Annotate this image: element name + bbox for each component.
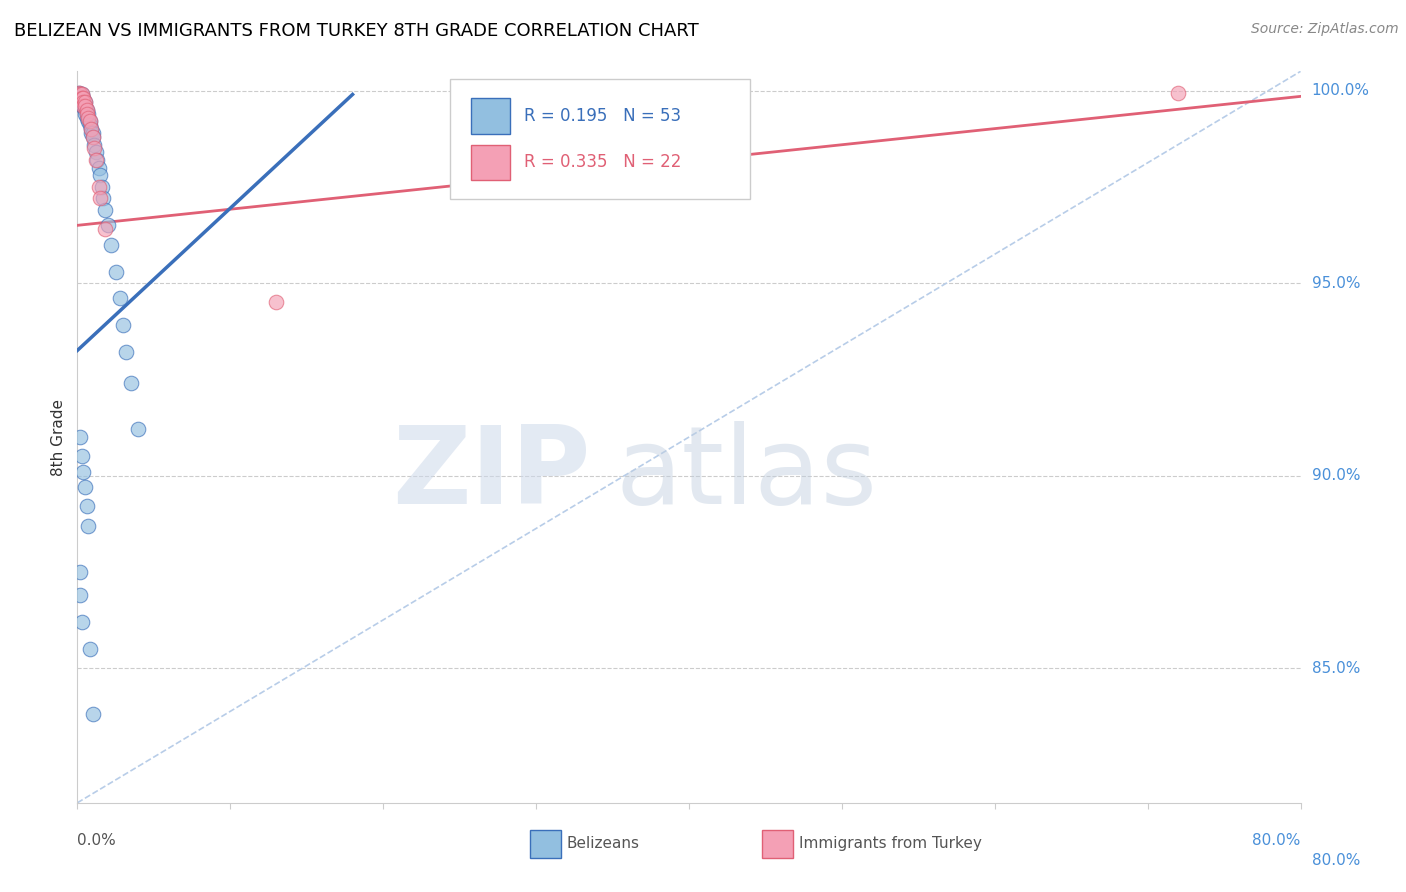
Point xyxy=(89,169,111,183)
Point xyxy=(104,264,127,278)
Point xyxy=(264,295,287,310)
Text: 95.0%: 95.0% xyxy=(1312,276,1360,291)
Text: atlas: atlas xyxy=(616,421,877,526)
Point xyxy=(72,91,94,105)
Point xyxy=(76,111,98,125)
Point xyxy=(80,126,103,140)
Point xyxy=(69,87,91,102)
Point xyxy=(67,86,90,100)
Text: 100.0%: 100.0% xyxy=(1312,83,1369,98)
Point xyxy=(120,376,142,391)
Point xyxy=(87,161,110,175)
Point xyxy=(94,202,117,217)
Point xyxy=(82,126,104,140)
Point xyxy=(73,103,96,117)
Point xyxy=(112,318,135,333)
Point xyxy=(70,91,93,105)
Point xyxy=(73,99,96,113)
Point xyxy=(70,95,93,110)
Point xyxy=(72,91,94,105)
Point xyxy=(76,103,98,117)
Point xyxy=(73,95,96,110)
Point xyxy=(80,122,103,136)
Point xyxy=(115,345,138,359)
Bar xyxy=(471,98,510,134)
Text: 80.0%: 80.0% xyxy=(1253,833,1301,848)
Text: 0.0%: 0.0% xyxy=(77,833,117,848)
Point xyxy=(94,222,117,236)
Bar xyxy=(471,145,510,179)
Point xyxy=(90,179,112,194)
Bar xyxy=(530,830,561,858)
Text: 80.0%: 80.0% xyxy=(1312,853,1360,868)
Point xyxy=(89,191,111,205)
Point xyxy=(77,114,100,128)
Point xyxy=(73,99,96,113)
Point xyxy=(83,137,105,152)
Text: 85.0%: 85.0% xyxy=(1312,661,1360,675)
Point xyxy=(73,95,96,110)
Point xyxy=(79,641,101,656)
Text: Source: ZipAtlas.com: Source: ZipAtlas.com xyxy=(1251,22,1399,37)
Point xyxy=(69,565,91,579)
Point xyxy=(72,99,94,113)
Point xyxy=(82,129,104,144)
Point xyxy=(83,141,105,155)
FancyBboxPatch shape xyxy=(450,78,751,200)
Point xyxy=(79,114,101,128)
Point xyxy=(72,465,94,479)
Point xyxy=(108,292,131,306)
Point xyxy=(70,615,93,629)
Point xyxy=(72,95,94,110)
Text: BELIZEAN VS IMMIGRANTS FROM TURKEY 8TH GRADE CORRELATION CHART: BELIZEAN VS IMMIGRANTS FROM TURKEY 8TH G… xyxy=(14,22,699,40)
Point xyxy=(72,99,94,113)
Y-axis label: 8th Grade: 8th Grade xyxy=(51,399,66,475)
Point xyxy=(69,430,91,444)
Text: 90.0%: 90.0% xyxy=(1312,468,1360,483)
Point xyxy=(84,145,107,160)
Point xyxy=(69,588,91,602)
Point xyxy=(70,450,93,464)
Point xyxy=(77,111,100,125)
Point xyxy=(1167,86,1189,100)
Point xyxy=(87,179,110,194)
Point xyxy=(70,87,93,102)
Point xyxy=(70,87,93,102)
Point xyxy=(76,500,98,514)
Point xyxy=(69,87,91,102)
Point xyxy=(67,86,90,100)
Point xyxy=(72,95,94,110)
Point xyxy=(100,237,122,252)
Text: R = 0.335   N = 22: R = 0.335 N = 22 xyxy=(524,153,681,171)
Point xyxy=(79,114,101,128)
Point xyxy=(73,106,96,120)
Point xyxy=(82,129,104,144)
Point xyxy=(76,103,98,117)
Point xyxy=(70,91,93,105)
Point xyxy=(82,707,104,722)
Point xyxy=(80,122,103,136)
Bar xyxy=(762,830,793,858)
Text: Belizeans: Belizeans xyxy=(567,837,640,851)
Point xyxy=(77,518,100,533)
Point xyxy=(67,87,90,102)
Point xyxy=(69,91,91,105)
Point xyxy=(97,219,120,233)
Text: ZIP: ZIP xyxy=(392,421,591,526)
Text: Immigrants from Turkey: Immigrants from Turkey xyxy=(799,837,981,851)
Text: R = 0.195   N = 53: R = 0.195 N = 53 xyxy=(524,107,681,125)
Point xyxy=(91,191,114,205)
Point xyxy=(77,106,100,120)
Point xyxy=(127,422,149,436)
Point xyxy=(79,118,101,132)
Point xyxy=(69,93,91,107)
Point xyxy=(76,106,98,120)
Point xyxy=(70,99,93,113)
Point xyxy=(73,480,96,494)
Point xyxy=(86,153,108,167)
Point xyxy=(84,153,107,167)
